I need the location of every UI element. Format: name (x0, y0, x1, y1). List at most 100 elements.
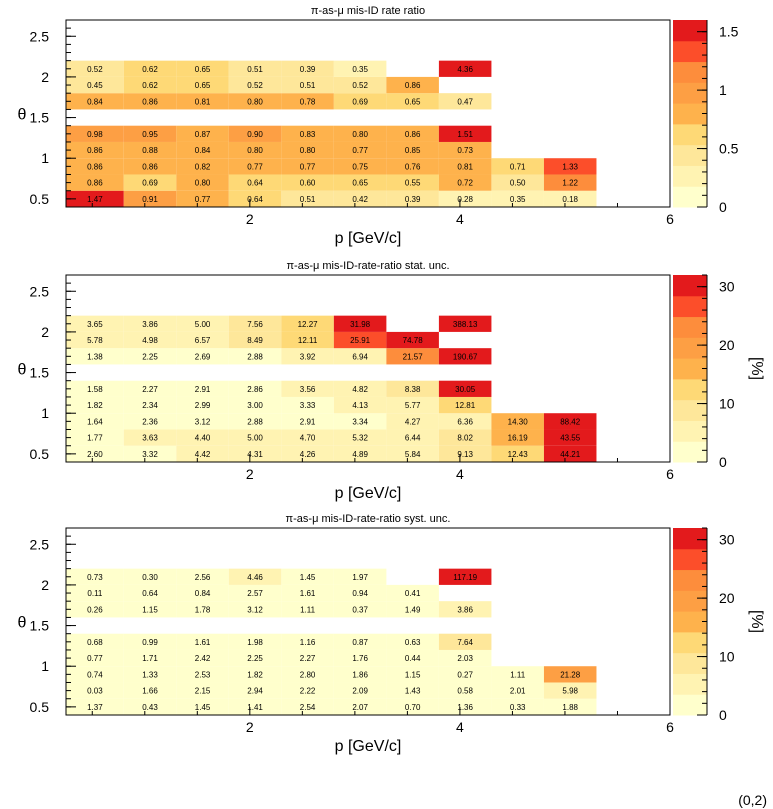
heatmap-cell (123, 698, 177, 715)
cell-value-label: 1.11 (300, 605, 316, 614)
cell-value-label: 0.75 (352, 162, 368, 171)
cell-value-label: 4.70 (300, 434, 316, 443)
heatmap-cell (176, 174, 229, 191)
cell-value-label: 0.69 (142, 179, 158, 188)
cell-value-label: 0.87 (195, 130, 211, 139)
cell-value-label: 2.56 (195, 573, 211, 582)
colorbar-band (673, 275, 707, 297)
heatmap-cell (228, 93, 282, 110)
heatmap-cell (386, 125, 439, 142)
cell-value-label: 0.86 (87, 162, 103, 171)
heatmap-cell (123, 584, 177, 602)
plot-frame (65, 19, 671, 208)
heatmap-cell (228, 649, 282, 667)
cell-value-label: 1.49 (405, 605, 421, 614)
cell-value-label: 0.26 (87, 605, 103, 614)
colorbar-band (673, 420, 707, 442)
heatmap-cell (333, 125, 387, 142)
heatmap-cell (123, 568, 177, 585)
cell-value-label: 74.78 (403, 336, 424, 345)
heatmap-cell (123, 331, 177, 349)
heatmap-cell (386, 445, 439, 462)
heatmap-cell (176, 413, 229, 430)
cell-value-label: 0.64 (247, 179, 263, 188)
cell-value-label: 25.91 (350, 336, 371, 345)
cell-value-label: 1.16 (300, 638, 316, 647)
heatmap-cell (543, 445, 597, 462)
cell-value-label: 0.77 (300, 162, 316, 171)
cell-value-label: 2.36 (142, 417, 158, 426)
heatmap-cell (228, 348, 282, 365)
cell-value-label: 1.61 (300, 589, 316, 598)
heatmap-cell (386, 141, 439, 159)
cell-value-label: 8.02 (457, 434, 473, 443)
heatmap-cell (66, 584, 124, 602)
colorbar-band (673, 694, 707, 716)
cell-value-label: 0.51 (300, 195, 316, 204)
cell-value-label: 0.77 (247, 162, 263, 171)
cell-value-label: 1.76 (352, 654, 368, 663)
colorbar-band (673, 186, 707, 208)
cell-value-label: 0.65 (195, 81, 211, 90)
cell-value-label: 4.27 (405, 417, 421, 426)
y-tick-label: 2.5 (30, 283, 50, 299)
heatmap-cell (228, 380, 282, 397)
cell-value-label: 0.68 (87, 638, 103, 647)
cell-value-label: 0.80 (247, 97, 263, 106)
heatmap-cell (438, 125, 492, 142)
cell-value-label: 0.35 (352, 65, 368, 74)
heatmap-cell (123, 125, 177, 142)
cell-value-label: 0.37 (352, 605, 368, 614)
heatmap-cell (228, 666, 282, 683)
y-tick-label: 1.5 (30, 110, 50, 126)
cell-value-label: 6.57 (195, 336, 211, 345)
heatmap-cell (176, 649, 229, 667)
heatmap-cell (281, 380, 334, 397)
cell-value-label: 1.51 (457, 130, 473, 139)
heatmap-cell (543, 666, 597, 683)
heatmap-cell (281, 413, 334, 430)
cell-value-label: 0.44 (405, 654, 421, 663)
heatmap-cell (491, 174, 544, 191)
y-tick-label: 2 (41, 69, 49, 85)
colorbar-tick-label: 1 (719, 82, 727, 98)
heatmap-cell (491, 666, 544, 683)
heatmap-cell (66, 93, 124, 110)
cell-value-label: 0.88 (142, 146, 158, 155)
heatmap-cell (176, 380, 229, 397)
cell-value-label: 3.92 (300, 352, 316, 361)
heatmap-cell (438, 348, 492, 365)
heatmap-cell (66, 601, 124, 618)
cell-value-label: 0.87 (352, 638, 368, 647)
colorbar-label: [%] (748, 610, 765, 633)
cell-value-label: 3.12 (247, 605, 263, 614)
cell-value-label: 1.61 (195, 638, 211, 647)
cell-value-label: 43.55 (560, 434, 581, 443)
cell-value-label: 2.88 (247, 417, 263, 426)
heatmap-cell (228, 682, 282, 699)
cell-value-label: 2.25 (247, 654, 263, 663)
heatmap-cell (176, 158, 229, 175)
colorbar-tick-label: 1.5 (719, 24, 739, 40)
heatmap-cell (333, 649, 387, 667)
x-tick-label: 2 (246, 211, 254, 227)
heatmap-cell (66, 445, 124, 462)
heatmap-cell (438, 682, 492, 699)
cell-value-label: 0.91 (142, 195, 158, 204)
cell-value-label: 0.64 (142, 589, 158, 598)
heatmap-cell (66, 568, 124, 585)
heatmap-cell (66, 60, 124, 77)
heatmap-cell (228, 396, 282, 414)
cell-value-label: 6.94 (352, 352, 368, 361)
heatmap-cell (438, 413, 492, 430)
heatmap-cell (228, 429, 282, 446)
colorbar-tick-label: 10 (719, 649, 735, 665)
heatmap-cell (228, 601, 282, 618)
heatmap-cell (281, 141, 334, 159)
cell-value-label: 0.72 (457, 179, 473, 188)
heatmap-cell (333, 60, 387, 77)
cell-value-label: 5.78 (87, 336, 103, 345)
cell-value-label: 31.98 (350, 320, 371, 329)
cell-value-label: 2.91 (300, 417, 316, 426)
heatmap-cell (123, 93, 177, 110)
